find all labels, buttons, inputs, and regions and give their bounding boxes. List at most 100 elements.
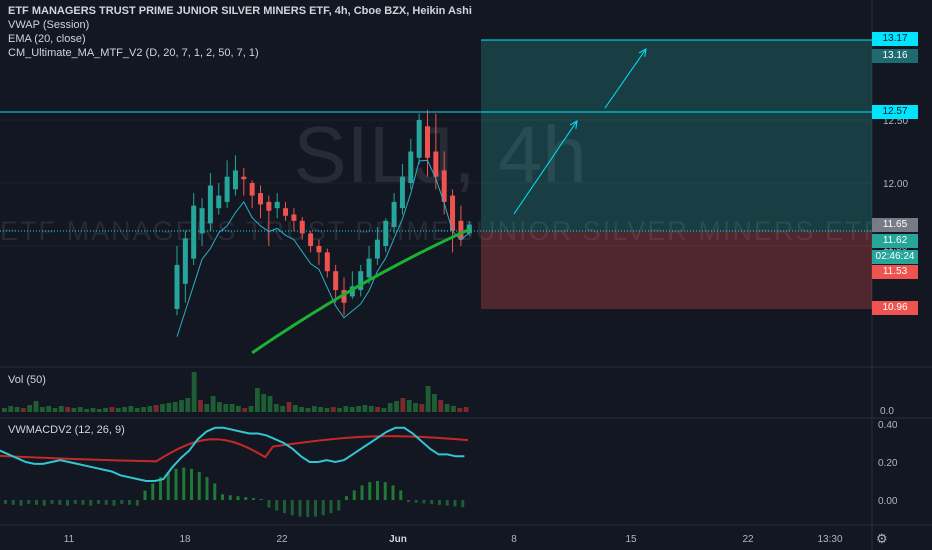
candle-body — [433, 151, 439, 177]
volume-bar — [153, 405, 159, 412]
macd-histogram-bar — [104, 500, 108, 505]
candle-body — [408, 151, 414, 183]
macd-histogram-bar — [58, 500, 62, 505]
volume-bar — [451, 406, 456, 412]
volume-axis-tick: 0.0 — [880, 406, 894, 417]
price-tag-target-high: 13.17 — [872, 32, 918, 46]
volume-bar — [90, 408, 96, 412]
gear-icon[interactable]: ⚙ — [876, 531, 888, 546]
candle-body — [441, 170, 447, 202]
legend-ema[interactable]: EMA (20, close) — [8, 33, 86, 45]
price-tag-resistance: 12.57 — [872, 105, 918, 119]
candle-body — [374, 239, 380, 259]
volume-bar — [210, 396, 216, 412]
macd-histogram-bar — [461, 500, 465, 508]
macd-histogram-bar — [159, 477, 162, 500]
macd-histogram-bar — [275, 500, 279, 511]
time-axis-tick: 11 — [64, 534, 75, 545]
legend-cm-ultimate[interactable]: CM_Ultimate_MA_MTF_V2 (D, 20, 7, 1, 2, 5… — [8, 47, 259, 59]
arrow-upper-2-shaft — [604, 48, 647, 109]
volume-bar — [419, 404, 425, 412]
volume-bar — [236, 406, 241, 412]
time-axis-tick: Jun — [389, 534, 407, 545]
arrow-upper-2-head — [638, 48, 647, 57]
candle-body — [425, 126, 430, 158]
volume-bar — [185, 398, 191, 412]
volume-bar — [71, 408, 77, 412]
candle-body — [207, 185, 213, 224]
macd-histogram-bar — [128, 500, 131, 505]
legend: ETF MANAGERS TRUST PRIME JUNIOR SILVER M… — [8, 4, 472, 60]
candle-body — [450, 195, 456, 231]
volume-bar — [463, 407, 469, 412]
volume-bar — [141, 407, 146, 412]
candle-body — [191, 205, 197, 259]
macd-histogram-bar — [352, 490, 356, 500]
macd-histogram-bar — [27, 500, 31, 504]
candle-body — [383, 220, 389, 246]
volume-bar — [343, 406, 349, 412]
price-tag-countdown: 02:46:24 — [872, 250, 918, 264]
watermark-description: ETF MANAGERS TRUST PRIME JUNIOR SILVER M… — [0, 216, 880, 246]
macd-histogram-bar — [50, 500, 54, 504]
volume-bar — [273, 404, 279, 412]
volume-bar — [172, 402, 178, 412]
candle-body — [316, 246, 322, 253]
macd-histogram-bar — [267, 500, 271, 508]
legend-vwap[interactable]: VWAP (Session) — [8, 19, 90, 31]
volume-bar — [457, 408, 463, 412]
candle-body — [283, 208, 289, 216]
volume-bar — [77, 407, 83, 412]
volume-bar — [394, 401, 399, 412]
volume-bar — [8, 406, 14, 412]
candle-body — [266, 201, 272, 211]
macd-histogram-bar — [205, 477, 209, 500]
macd-histogram-bar — [213, 483, 217, 500]
stop-zone — [481, 231, 872, 309]
vwap-line — [176, 159, 470, 337]
volume-bar — [381, 408, 387, 412]
macd-histogram-bar — [445, 500, 449, 506]
macd-histogram-bar — [368, 482, 372, 500]
macd-histogram-bar — [244, 497, 248, 500]
arrow-upper-1-shaft — [513, 120, 578, 215]
candle-body — [174, 264, 180, 309]
candle-body — [258, 193, 263, 205]
volume-bar — [229, 404, 235, 412]
volume-bar — [261, 394, 267, 412]
macd-pane-label[interactable]: VWMACDV2 (12, 26, 9) — [8, 424, 125, 436]
legend-title[interactable]: ETF MANAGERS TRUST PRIME JUNIOR SILVER M… — [8, 5, 472, 17]
time-axis-tick: 22 — [742, 534, 754, 545]
candle-body — [308, 233, 314, 246]
macd-histogram-bar — [19, 500, 23, 506]
volume-pane-label[interactable]: Vol (50) — [8, 374, 46, 386]
macd-histogram-bar — [321, 500, 325, 516]
volume-bar — [14, 407, 20, 412]
price-tag-stop-low: 10.96 — [872, 301, 918, 315]
candle-body — [399, 176, 405, 209]
candle-body — [232, 170, 238, 190]
price-tag-target: 13.16 — [872, 49, 918, 63]
macd-histogram-bar — [453, 500, 457, 507]
volume-bar — [109, 407, 115, 412]
candle-body — [199, 208, 205, 234]
volume-bar — [280, 406, 286, 412]
candle-body — [182, 238, 188, 284]
volume-bar — [432, 394, 437, 412]
volume-bar — [115, 408, 121, 412]
volume-bar — [103, 408, 109, 412]
volume-bar — [368, 406, 374, 412]
macd-histogram-bar — [112, 500, 116, 506]
time-axis-tick: 13:30 — [817, 534, 842, 545]
volume-bar — [248, 406, 254, 412]
volume-bar — [58, 406, 64, 412]
volume-bar — [311, 406, 317, 412]
macd-histogram-bar — [135, 500, 139, 506]
macd-histogram-bar — [298, 500, 302, 517]
volume-bar — [299, 407, 305, 412]
candle-body — [299, 220, 305, 234]
macd-axis-tick-0.40: 0.40 — [878, 420, 898, 431]
volume-bar — [191, 372, 197, 412]
